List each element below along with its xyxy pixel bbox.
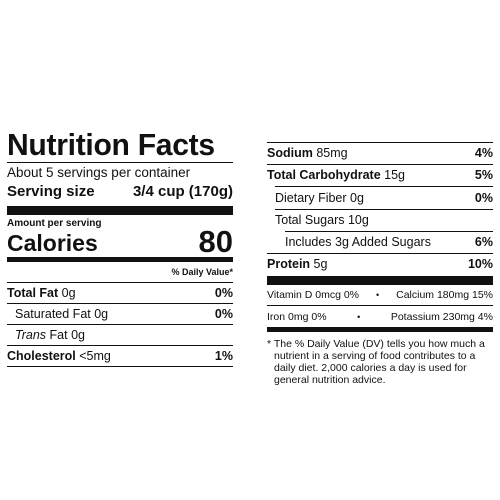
nutrient-name: Cholesterol [7,349,76,363]
calories-label: Calories [7,230,98,256]
nutrient-row-cholesterol: Cholesterol <5mg 1% [7,346,233,367]
bullet-separator: • [357,311,361,322]
vitamin-row-2: Iron 0mg 0% • Potassium 230mg 4% [267,306,493,327]
thick-divider [267,276,493,285]
serving-size-value: 3/4 cup (170g) [132,183,233,200]
nutrient-dv: 1% [214,349,233,363]
nutrient-dv: 0% [474,190,493,205]
daily-value-header: % Daily Value* [171,267,233,277]
iron: Iron 0mg 0% [267,310,327,323]
nutrient-name: Total Fat [7,286,59,300]
top-rule [267,142,493,143]
calories-value: 80 [198,224,233,259]
vitamin-d: Vitamin D 0mcg 0% [267,289,360,301]
calcium: Calcium 180mg 15% [396,289,493,301]
potassium: Potassium 230mg 4% [390,310,493,323]
nutrient-dv: 0% [214,307,233,321]
nutrient-row-protein: Protein 5g 10% [267,254,493,276]
nutrient-amount: 0g [350,190,364,205]
serving-size-label: Serving size [7,183,95,200]
dv-header-rule [7,282,233,283]
bullet-separator: • [375,290,380,300]
nutrient-dv: 6% [474,235,493,250]
vitamin-row-1: Vitamin D 0mcg 0% • Calcium 180mg 15% [267,285,493,306]
sub-rule [267,208,493,210]
nutrient-amount: 0g [71,328,85,342]
serving-size-row: Serving size 3/4 cup (170g) [7,182,233,202]
nutrient-row-sodium: Sodium 85mg 4% [267,143,493,165]
sub-rule [267,186,493,187]
nutrient-amount: 0g [61,286,76,300]
nutrition-label-right: Sodium 85mg 4% Total Carbohydrate 15g 5%… [267,142,493,386]
nutrient-name: Saturated Fat [15,307,91,321]
nutrient-row-total-carbohydrate: Total Carbohydrate 15g 5% [267,165,493,187]
nutrient-amount: 5g [313,257,328,272]
thick-divider [7,206,233,215]
nutrient-dv: 5% [474,168,493,183]
nutrient-amount: 0g [94,307,109,321]
title-rule [7,162,233,163]
nutrient-name: Sodium [267,146,313,161]
nutrition-label-left: Nutrition Facts About 5 servings per con… [7,128,233,367]
medium-divider [7,257,233,262]
nutrition-facts-title: Nutrition Facts [7,127,215,162]
nutrient-dv: 0% [214,286,233,300]
nutrient-name: Protein [267,257,311,272]
nutrient-amount: 85mg [316,146,348,161]
nutrient-row-trans-fat: Trans Fat 0g [7,325,233,346]
servings-per-container: About 5 servings per container [7,165,191,180]
nutrient-amount: 15g [384,168,406,183]
nutrient-amount: <5mg [79,349,111,363]
nutrient-row-saturated-fat: Saturated Fat 0g 0% [7,304,233,325]
nutrient-row-total-fat: Total Fat 0g 0% [7,283,233,304]
nutrient-dv: 4% [474,146,493,161]
nutrient-dv: 10% [467,257,493,272]
added-sugars-text: Includes 3g Added Sugars [285,235,431,250]
nutrient-name: Fat [49,328,68,342]
nutrient-row-total-sugars: Total Sugars 10g [267,210,493,232]
sub-rule [267,231,493,232]
amount-per-serving: Amount per serving [7,218,102,229]
nutrient-name: Dietary Fiber [275,190,347,205]
medium-divider [267,327,493,332]
nutrient-name: Total Carbohydrate [267,168,381,183]
daily-value-footnote: * The % Daily Value (DV) tells you how m… [267,338,485,386]
nutrient-row-dietary-fiber: Dietary Fiber 0g 0% [267,187,493,209]
nutrient-row-added-sugars: Includes 3g Added Sugars 6% [267,232,493,254]
nutrient-name: Total Sugars [275,213,345,228]
calories-row: Calories 80 [7,224,233,259]
nutrient-name-italic: Trans [15,328,47,342]
nutrient-amount: 10g [347,213,369,228]
